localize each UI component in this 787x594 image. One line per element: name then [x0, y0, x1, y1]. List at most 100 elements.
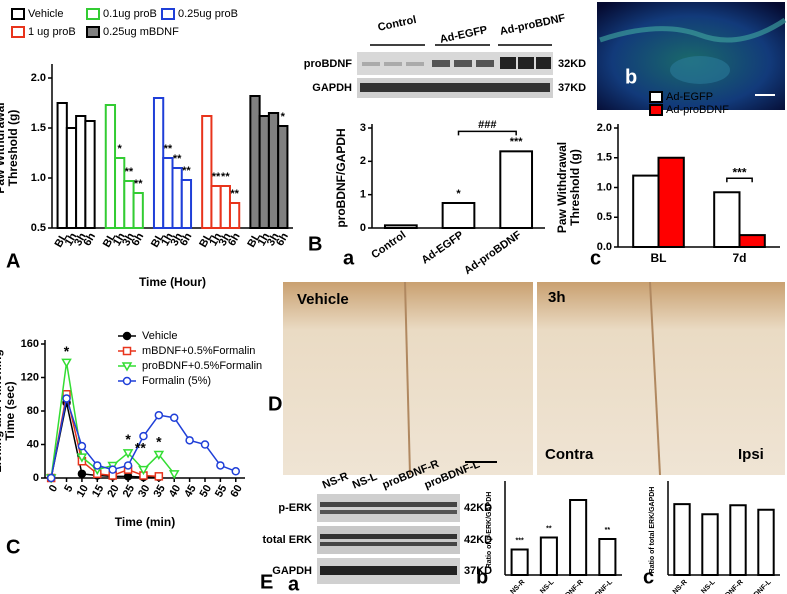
x-tick-label: 10 [75, 483, 92, 500]
image-text: 3h [548, 289, 566, 306]
x-tick-label: 45 [182, 483, 199, 500]
bar [267, 112, 280, 229]
legend-swatch [86, 8, 100, 20]
significance: ** [230, 188, 239, 200]
bar [258, 115, 270, 229]
marker [168, 470, 180, 480]
bar [75, 115, 87, 229]
marker [231, 467, 241, 476]
legend-marker [122, 376, 132, 386]
y-axis-label: Time (sec) [3, 381, 17, 440]
marker [93, 461, 102, 470]
x-tick-label: NS-R [672, 579, 689, 594]
x-tick-label: Control [369, 229, 408, 261]
y-tick-label: 0 [360, 222, 366, 234]
significance: ** [212, 171, 221, 183]
marker [61, 358, 72, 368]
panel-label: B [308, 233, 322, 255]
marker [77, 469, 87, 479]
panel-label: b [476, 566, 488, 588]
image-text: Vehicle [297, 291, 349, 308]
legend-marker [122, 346, 132, 356]
blot-size: 42KD [464, 502, 492, 514]
y-tick-label: 1.5 [597, 152, 612, 164]
marker [154, 410, 164, 420]
bar [152, 97, 165, 229]
significance: ** [605, 527, 611, 534]
y-tick-label: 3 [360, 122, 366, 134]
legend-swatch [649, 104, 663, 116]
bar [632, 174, 660, 249]
x-tick-label: 60 [228, 483, 245, 500]
significance: ** [164, 143, 173, 155]
x-tick-label: 15 [90, 483, 107, 500]
y-tick-label: 2.0 [597, 122, 612, 134]
y-tick-label: 0.5 [31, 222, 46, 234]
bar [162, 157, 174, 229]
x-axis-label: Time (min) [115, 515, 175, 529]
x-tick-label: BL [651, 251, 667, 265]
bar [228, 202, 241, 229]
x-tick-label: Ad-EGFP [419, 229, 465, 267]
y-tick-label: 120 [21, 371, 39, 383]
x-tick-label: 30 [136, 483, 153, 500]
significance: ** [182, 165, 191, 177]
bar [249, 95, 261, 229]
bar [123, 180, 135, 229]
bar [598, 538, 617, 576]
blot-size: 37KD [464, 565, 492, 577]
legend-swatch [161, 8, 175, 20]
bar [201, 115, 213, 229]
blot-size: 42KD [464, 534, 492, 546]
annotation: * [125, 431, 131, 447]
bar [441, 202, 476, 229]
legend-label: 1 ug proB [28, 26, 76, 38]
x-tick-label: proBDNF-L [583, 578, 615, 594]
x-tick-label: proBDNF-R [553, 579, 585, 594]
x-tick-label: 6h [178, 231, 195, 248]
x-tick-label: 6h [81, 231, 98, 248]
significance: ** [173, 153, 182, 165]
marker [169, 413, 179, 422]
legend-swatch [649, 91, 663, 103]
y-axis-label: proBDNF/GAPDH [334, 128, 348, 227]
y-tick-label: 0.5 [597, 211, 612, 223]
bar [713, 191, 741, 248]
bar [510, 548, 529, 576]
legend-label: Formalin (5%) [142, 375, 211, 387]
significance: *** [516, 537, 524, 544]
x-tick-label: NS-R [509, 579, 526, 594]
panel-label: a [288, 573, 300, 594]
marker [122, 449, 134, 459]
panel-label: c [590, 247, 601, 269]
bar [171, 167, 183, 229]
blot-group: Ad-proBDNF [499, 12, 567, 38]
y-tick-label: 160 [21, 338, 39, 350]
legend-marker [121, 362, 133, 372]
marker [216, 461, 225, 470]
comparison-bracket [457, 130, 517, 136]
legend-marker [122, 331, 132, 341]
y-tick-label: 1.0 [597, 181, 612, 193]
annotation: ** [135, 439, 146, 455]
legend-label: proBDNF+0.5%Formalin [142, 360, 262, 372]
panel-label: E [260, 571, 273, 593]
bar [210, 185, 222, 229]
blot-size: 32KD [558, 58, 586, 70]
significance: * [281, 111, 286, 123]
y-tick-label: 0 [33, 472, 39, 484]
marker [108, 465, 117, 474]
significance: * [118, 143, 123, 155]
bar [132, 192, 144, 229]
legend-label: 0.1ug proB [103, 8, 157, 20]
marker [123, 461, 133, 470]
x-tick-label: 6h [226, 231, 243, 248]
y-tick-label: 2 [360, 155, 366, 167]
marker [139, 431, 148, 441]
panel-label: a [343, 247, 355, 269]
bar [757, 508, 775, 576]
x-tick-label: proBDNF-R [713, 579, 745, 594]
blot-group: Control [377, 14, 418, 34]
marker [153, 450, 165, 461]
